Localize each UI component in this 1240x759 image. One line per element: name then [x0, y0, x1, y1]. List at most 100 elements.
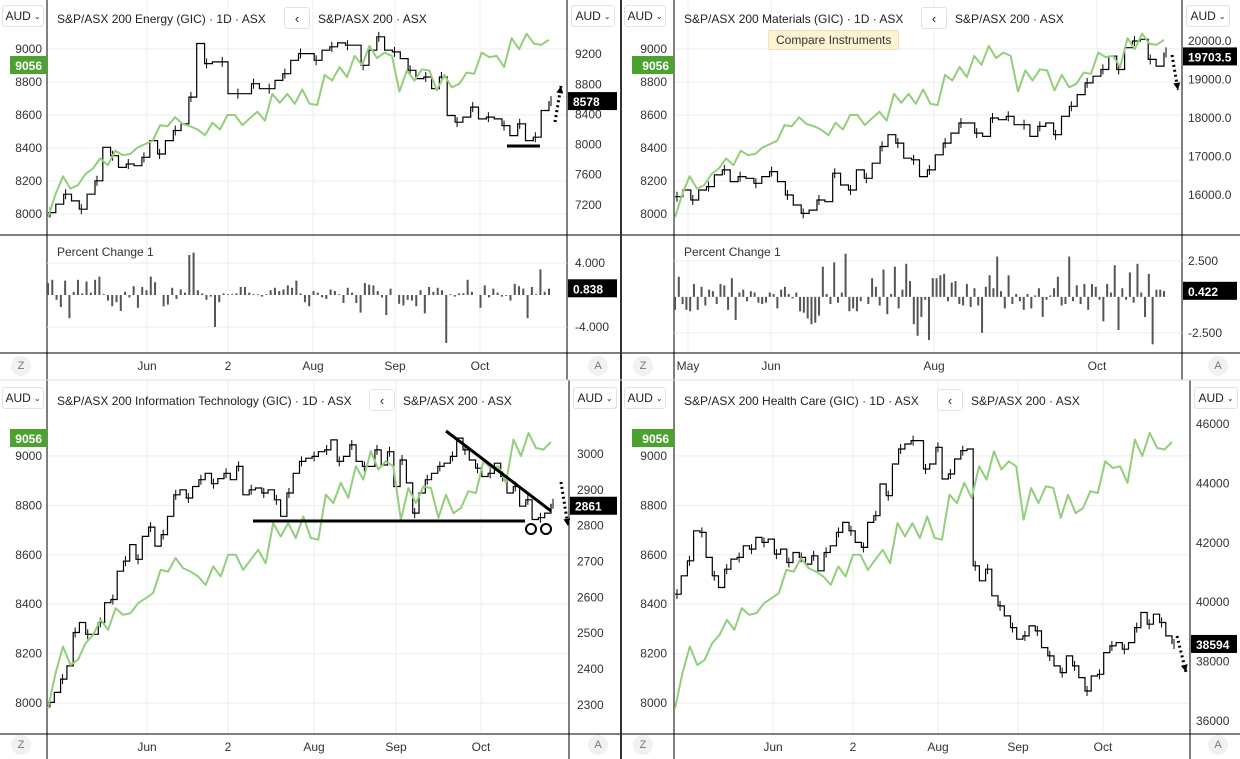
indicator-value-badge: [1183, 281, 1237, 300]
left-axis-tick: 8000: [15, 207, 42, 221]
chevron-down-icon: ⌄: [1218, 11, 1226, 21]
auto-scale-button[interactable]: A: [588, 356, 608, 376]
right-axis-tick: 18000.0: [1188, 111, 1232, 125]
currency-dropdown-right[interactable]: AUD ⌄: [1194, 387, 1238, 409]
left-axis-tick: 8400: [640, 141, 667, 155]
circle-marker-drawing: [525, 523, 537, 535]
chevron-down-icon: ⌄: [33, 393, 41, 403]
zoom-reset-button[interactable]: Z: [11, 735, 31, 755]
auto-scale-button[interactable]: A: [1208, 356, 1228, 376]
sector-price-line: [675, 440, 1173, 692]
sector-value: 38594: [1196, 638, 1230, 652]
right-axis-tick: 38000: [1196, 655, 1230, 669]
right-axis-tick: 8800: [575, 77, 602, 91]
indicator-label: Percent Change 1: [57, 245, 154, 259]
x-axis-tick: Sep: [384, 359, 406, 373]
currency-label: AUD: [5, 9, 31, 23]
right-axis-tick: 2400: [577, 662, 604, 676]
auto-scale-button[interactable]: A: [588, 735, 608, 755]
compare-instruments-tooltip: Compare Instruments: [768, 30, 900, 50]
benchmark-line: [674, 32, 1165, 218]
right-axis-tick: 9200: [575, 47, 602, 61]
left-axis-tick: 8800: [640, 498, 667, 512]
currency-dropdown-left[interactable]: AUD ⌄: [2, 387, 44, 409]
benchmark-value: 9056: [642, 59, 669, 73]
right-axis-tick: 7600: [575, 168, 602, 182]
compare-instrument-label[interactable]: S&P/ASX 200 · ASX: [971, 394, 1080, 408]
currency-dropdown-right[interactable]: AUD ⌄: [573, 387, 617, 409]
currency-dropdown-left[interactable]: AUD ⌄: [2, 5, 44, 27]
instrument-title[interactable]: S&P/ASX 200 Energy (GIC) · 1D · ASX: [57, 12, 266, 26]
currency-dropdown-left[interactable]: AUD ⌄: [624, 387, 666, 409]
x-axis-tick: Oct: [472, 740, 491, 754]
circle-marker-drawing: [540, 523, 552, 535]
sector-value-badge: [568, 92, 617, 111]
instrument-title[interactable]: S&P/ASX 200 Health Care (GIC) · 1D · ASX: [684, 394, 919, 408]
right-axis-tick: 42000: [1196, 536, 1230, 550]
currency-label: AUD: [5, 391, 31, 405]
compare-back-button[interactable]: ‹: [921, 7, 947, 29]
left-axis-tick: 8400: [15, 141, 42, 155]
benchmark-line: [47, 32, 550, 218]
left-axis-tick: 8000: [640, 696, 667, 710]
compare-instrument-label[interactable]: S&P/ASX 200 · ASX: [318, 12, 427, 26]
currency-label: AUD: [1190, 9, 1216, 23]
right-axis-tick: 16000.0: [1188, 188, 1232, 202]
currency-dropdown-right[interactable]: AUD ⌄: [1186, 5, 1230, 27]
compare-back-button[interactable]: ‹: [937, 389, 963, 411]
indicator-label: Percent Change 1: [684, 245, 781, 259]
chevron-left-icon: ‹: [931, 10, 937, 26]
x-axis-tick: Oct: [1088, 359, 1107, 373]
left-axis-tick: 8600: [15, 548, 42, 562]
sector-value: 8578: [573, 95, 600, 109]
currency-dropdown-right[interactable]: AUD ⌄: [571, 5, 615, 27]
arrow-head-icon: [1180, 664, 1188, 672]
right-axis-tick: 19000.0: [1188, 73, 1232, 87]
compare-back-button[interactable]: ‹: [369, 389, 395, 411]
x-axis-tick: Oct: [1094, 740, 1113, 754]
instrument-title[interactable]: S&P/ASX 200 Information Technology (GIC)…: [57, 394, 352, 408]
zoom-reset-button[interactable]: Z: [633, 735, 653, 755]
x-axis-tick: Jun: [137, 740, 156, 754]
left-axis-tick: 8600: [15, 108, 42, 122]
arrow-head-icon: [1173, 82, 1181, 90]
right-axis-tick: 2500: [577, 626, 604, 640]
x-axis-tick: 2: [225, 359, 232, 373]
left-axis-tick: 8000: [15, 696, 42, 710]
currency-label: AUD: [575, 9, 601, 23]
sector-value-badge: [1183, 47, 1237, 66]
left-axis-tick: 8600: [640, 108, 667, 122]
x-axis-tick: Aug: [927, 740, 948, 754]
left-axis-tick: 8800: [15, 498, 42, 512]
x-axis-tick: Oct: [471, 359, 490, 373]
left-axis-tick: 8800: [640, 75, 667, 89]
x-axis-tick: Aug: [302, 359, 323, 373]
compare-instrument-label[interactable]: S&P/ASX 200 · ASX: [403, 394, 512, 408]
chevron-down-icon: ⌄: [655, 393, 663, 403]
chevron-down-icon: ⌄: [603, 11, 611, 21]
benchmark-line: [47, 431, 552, 709]
auto-scale-button[interactable]: A: [1208, 735, 1228, 755]
instrument-title[interactable]: S&P/ASX 200 Materials (GIC) · 1D · ASX: [684, 12, 904, 26]
compare-back-button[interactable]: ‹: [284, 7, 310, 29]
benchmark-value-badge: [632, 56, 674, 74]
chevron-down-icon: ⌄: [33, 11, 41, 21]
x-axis-tick: 2: [225, 740, 232, 754]
x-axis-tick: Aug: [303, 740, 324, 754]
left-axis-tick: 8000: [640, 207, 667, 221]
right-axis-tick: 2600: [577, 590, 604, 604]
zoom-reset-button[interactable]: Z: [633, 356, 653, 376]
sector-value-badge: [570, 496, 617, 515]
currency-dropdown-left[interactable]: AUD ⌄: [624, 5, 666, 27]
sector-price-line: [675, 38, 1165, 214]
x-axis-tick: Sep: [1007, 740, 1029, 754]
left-axis-tick: 8200: [640, 647, 667, 661]
indicator-axis-tick: 4.000: [575, 256, 605, 270]
compare-instrument-label[interactable]: S&P/ASX 200 · ASX: [955, 12, 1064, 26]
zoom-reset-button[interactable]: Z: [11, 356, 31, 376]
right-axis-tick: 8000: [575, 138, 602, 152]
left-axis-tick: 8200: [15, 174, 42, 188]
x-axis-tick: 2: [850, 740, 857, 754]
chevron-down-icon: ⌄: [605, 393, 613, 403]
